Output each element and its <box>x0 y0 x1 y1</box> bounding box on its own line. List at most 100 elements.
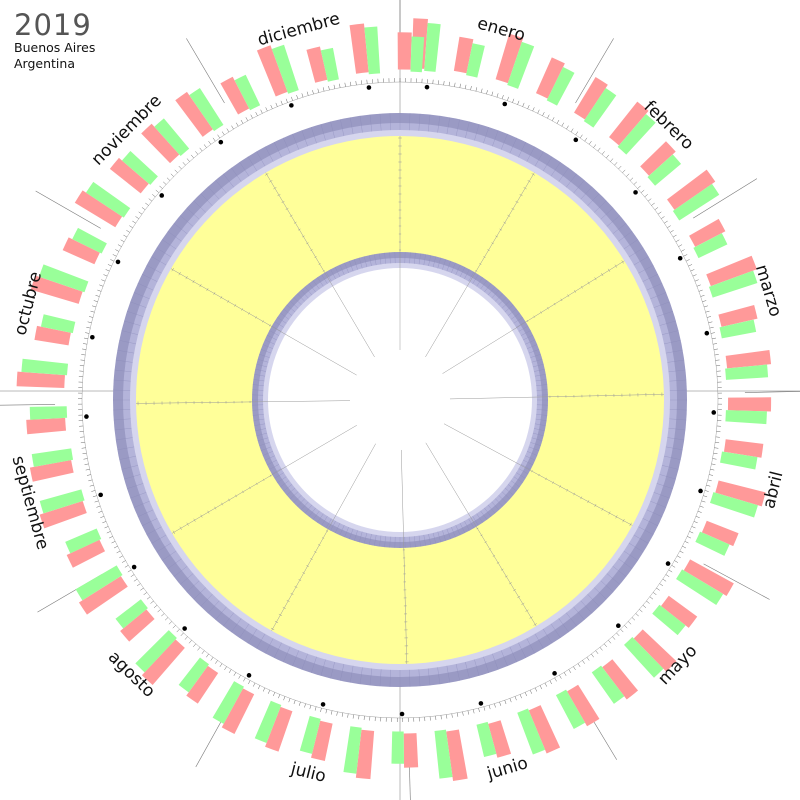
twilight-segment <box>418 113 421 131</box>
twilight-segment <box>167 558 182 569</box>
twilight-segment <box>274 321 284 328</box>
day-tick <box>554 677 557 682</box>
twilight-segment <box>528 446 540 451</box>
twilight-segment <box>289 300 299 309</box>
day-tick <box>606 154 610 159</box>
day-tick <box>657 211 662 215</box>
twilight-segment <box>379 535 382 547</box>
twilight-segment <box>580 186 593 200</box>
tide-bar-low <box>343 726 362 774</box>
twilight-segment <box>633 256 649 266</box>
spoke-tick <box>281 200 285 204</box>
twilight-segment <box>200 193 213 206</box>
spoke-tick <box>507 214 511 217</box>
twilight-segment <box>320 124 326 141</box>
twilight-segment <box>389 669 391 687</box>
twilight-segment <box>501 650 508 667</box>
twilight-segment <box>520 464 531 470</box>
spoke-tick <box>314 551 317 553</box>
day-tick <box>597 147 601 152</box>
day-tick <box>612 636 616 640</box>
month-spoke <box>271 443 376 631</box>
twilight-segment <box>566 173 577 188</box>
spoke-tick <box>290 593 294 595</box>
day-tick <box>80 442 85 444</box>
twilight-segment <box>664 340 681 345</box>
day-tick <box>712 337 717 339</box>
twilight-segment <box>265 146 274 162</box>
twilight-segment <box>612 223 627 234</box>
twilight-segment <box>455 664 460 681</box>
tide-bar-high <box>355 729 375 780</box>
twilight-segment <box>330 269 336 280</box>
spoke-tick <box>545 477 547 480</box>
day-tick <box>577 663 581 667</box>
tide-bar-high <box>175 91 213 137</box>
day-tick <box>224 666 227 671</box>
twilight-segment <box>262 451 274 456</box>
twilight-segment <box>495 293 503 302</box>
twilight-segment <box>409 536 411 548</box>
day-tick <box>217 134 220 139</box>
twilight-segment <box>455 264 461 275</box>
day-tick <box>713 343 718 345</box>
spoke-tick <box>322 270 325 272</box>
day-tick <box>260 109 263 114</box>
day-tick <box>270 105 273 109</box>
day-tick <box>499 701 502 706</box>
day-tick <box>97 289 102 292</box>
day-tick <box>120 239 125 242</box>
tide-bar-high <box>29 460 74 482</box>
day-tick <box>491 91 494 96</box>
day-tick <box>534 687 538 692</box>
spoke-tick <box>517 595 521 599</box>
twilight-segment <box>409 252 411 264</box>
twilight-segment <box>114 428 132 431</box>
day-tick <box>288 698 291 703</box>
day-tick <box>679 550 684 554</box>
day-tick <box>124 565 129 568</box>
twilight-segment <box>304 286 313 296</box>
twilight-segment <box>507 484 517 492</box>
twilight-segment <box>498 297 507 305</box>
twilight-segment <box>271 325 282 332</box>
tide-bar-low <box>234 74 261 111</box>
day-tick <box>92 305 96 308</box>
tide-bar-high <box>30 275 83 304</box>
day-tick <box>448 81 450 86</box>
twilight-segment <box>667 437 685 441</box>
twilight-segment <box>320 659 326 676</box>
moon-phase-dot <box>502 101 508 107</box>
twilight-segment <box>587 594 600 607</box>
day-tick <box>248 680 251 685</box>
twilight-segment <box>339 264 345 275</box>
twilight-segment <box>600 580 614 593</box>
twilight-segment <box>247 628 258 644</box>
day-tick <box>470 85 472 90</box>
twilight-segment <box>669 389 687 391</box>
day-tick <box>320 708 322 713</box>
day-tick <box>599 647 603 651</box>
day-tick <box>240 119 244 124</box>
spoke-tick <box>500 568 504 571</box>
twilight-segment <box>534 151 544 167</box>
tide-bar-low <box>693 233 728 259</box>
twilight-segment <box>389 113 391 131</box>
twilight-segment <box>115 437 133 441</box>
spoke-tick <box>192 280 195 284</box>
day-tick <box>519 694 522 699</box>
spoke-tick <box>326 530 329 532</box>
twilight-segment <box>533 428 545 431</box>
spoke-tick <box>220 296 223 299</box>
twilight-segment <box>523 459 534 466</box>
spoke-tick <box>297 228 301 231</box>
day-tick <box>163 181 167 185</box>
day-tick <box>103 274 108 277</box>
day-tick <box>347 713 349 718</box>
twilight-segment <box>274 141 282 158</box>
day-tick <box>257 685 261 690</box>
day-tick <box>132 220 136 224</box>
spoke-tick <box>235 494 237 498</box>
twilight-segment <box>465 121 470 139</box>
day-tick <box>693 521 698 524</box>
